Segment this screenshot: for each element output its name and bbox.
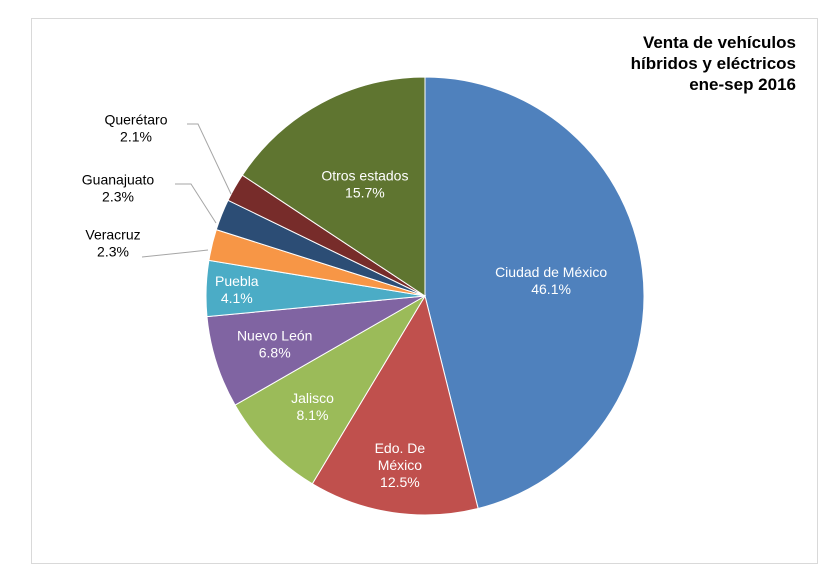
slice-ciudad-de-mexico <box>424 76 645 510</box>
label-puebla: Puebla 4.1% <box>215 273 259 306</box>
pie-slices <box>205 76 645 516</box>
label-jalisco: Jalisco 8.1% <box>291 390 334 423</box>
slice-edo-de-mexico <box>311 294 479 516</box>
label-queretaro: Querétaro 2.1% <box>104 112 167 145</box>
label-nuevo-leon: Nuevo León 6.8% <box>237 327 313 360</box>
leader-guanajuato <box>175 183 217 224</box>
slice-otros-estados <box>241 76 426 297</box>
leader-veracruz <box>141 249 209 258</box>
label-ciudad-de-mexico: Ciudad de México 46.1% <box>495 264 607 297</box>
leader-queretaro <box>187 123 232 195</box>
chart-title: Venta de vehículos híbridos y eléctricos e… <box>631 33 796 94</box>
label-edo-de-mexico: Edo. De México 12.5% <box>375 440 426 490</box>
slice-jalisco <box>234 294 427 485</box>
label-otros-estados: Otros estados 15.7% <box>321 168 408 201</box>
leader-lines <box>141 123 232 258</box>
label-guanajuato: Guanajuato 2.3% <box>82 172 155 205</box>
label-veracruz: Veracruz 2.3% <box>85 227 140 260</box>
slice-labels: Ciudad de México 46.1% Edo. De México 12.5% J… <box>82 112 608 491</box>
